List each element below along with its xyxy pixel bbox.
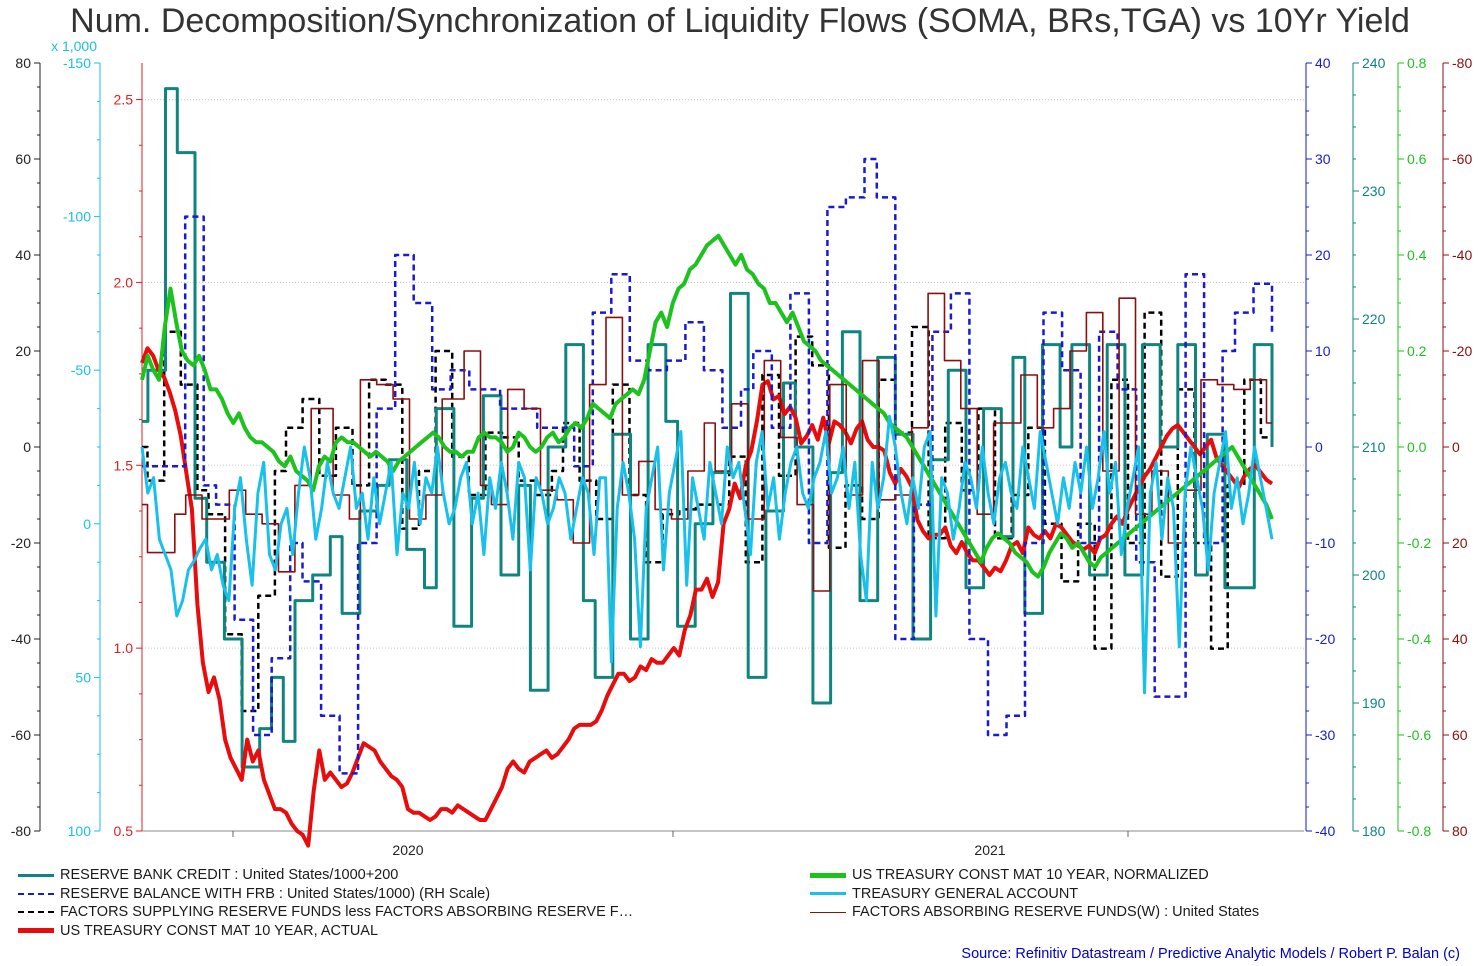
series-line-6 (142, 292, 1272, 592)
tick-label: -0.6 (1407, 727, 1431, 743)
legend-swatch (810, 892, 846, 896)
tick-label: 0.6 (1407, 151, 1427, 167)
legend-label: FACTORS ABSORBING RESERVE FUNDS(W) : Uni… (852, 904, 1260, 921)
tick-label: 2.5 (114, 92, 134, 108)
tick-label: 1.5 (114, 457, 134, 473)
tick-label: 0.4 (1407, 247, 1427, 263)
tick-label: 0.0 (1407, 439, 1427, 455)
tick-label: 40 (15, 247, 31, 263)
tick-label: 20 (1452, 535, 1468, 551)
tick-label: -100 (63, 209, 91, 225)
tick-label: -10 (1315, 535, 1335, 551)
legend-swatch (810, 911, 846, 913)
tick-label: -60 (1452, 151, 1472, 167)
legend-item: TREASURY GENERAL ACCOUNT (810, 885, 1259, 904)
tick-label: -0.8 (1407, 823, 1431, 839)
tick-label: -40 (1315, 823, 1335, 839)
legend-label: FACTORS SUPPLYING RESERVE FUNDS less FAC… (60, 904, 634, 921)
tick-label: 1.0 (114, 640, 134, 656)
tick-label: 80 (15, 55, 31, 71)
tick-label: 0 (1315, 439, 1323, 455)
legend-item: US TREASURY CONST MAT 10 YEAR, ACTUAL (18, 922, 633, 941)
tick-label: 0.5 (114, 823, 134, 839)
legend-label: TREASURY GENERAL ACCOUNT (852, 885, 1079, 902)
legend-item: RESERVE BANK CREDIT : United States/1000… (18, 866, 633, 885)
tick-label: -80 (11, 823, 31, 839)
tick-label: 40 (1452, 631, 1468, 647)
legend-label: US TREASURY CONST MAT 10 YEAR, NORMALIZE… (852, 867, 1209, 884)
tick-label: -80 (1452, 55, 1472, 71)
legend-label: RESERVE BALANCE WITH FRB : United States… (60, 885, 491, 902)
plot-area (142, 63, 1304, 831)
tick-label: 60 (1452, 727, 1468, 743)
legend-item: FACTORS ABSORBING RESERVE FUNDS(W) : Uni… (810, 903, 1259, 922)
tick-label: -20 (11, 535, 31, 551)
tick-label: 2.0 (114, 274, 134, 290)
legend-right: US TREASURY CONST MAT 10 YEAR, NORMALIZE… (810, 866, 1259, 922)
tick-label: 40 (1315, 55, 1331, 71)
legend-label: US TREASURY CONST MAT 10 YEAR, ACTUAL (60, 922, 379, 939)
tick-label: -20 (1452, 343, 1472, 359)
tick-label: -60 (11, 727, 31, 743)
x-tick-label: 2020 (392, 842, 423, 858)
tick-label: 0.2 (1407, 343, 1427, 359)
legend-item: US TREASURY CONST MAT 10 YEAR, NORMALIZE… (810, 866, 1259, 885)
tick-label: 0 (83, 516, 91, 532)
tick-label: -30 (1315, 727, 1335, 743)
tick-label: -150 (63, 55, 91, 71)
legend-item: FACTORS SUPPLYING RESERVE FUNDS less FAC… (18, 903, 633, 922)
series-line-4 (140, 233, 1274, 579)
tick-label: 190 (1362, 695, 1386, 711)
source-credit: Source: Refinitiv Datastream / Predictiv… (961, 946, 1460, 962)
tick-label: 0.8 (1407, 55, 1427, 71)
tick-label: -0.4 (1407, 631, 1431, 647)
tick-label: 0 (23, 439, 31, 455)
tick-label: 180 (1362, 823, 1386, 839)
tick-label: 230 (1362, 183, 1386, 199)
legend-swatch (18, 911, 54, 914)
legend-label: RESERVE BANK CREDIT : United States/1000… (60, 867, 399, 884)
tick-label: -40 (1452, 247, 1472, 263)
tick-label: 20 (15, 343, 31, 359)
tick-label: 30 (1315, 151, 1331, 167)
tick-label: -0.2 (1407, 535, 1431, 551)
tick-label: -50 (71, 362, 91, 378)
tick-label: 200 (1362, 567, 1386, 583)
tick-label: 220 (1362, 311, 1386, 327)
tick-label: 20 (1315, 247, 1331, 263)
series-line-1 (142, 157, 1274, 775)
chart-title: Num. Decomposition/Synchronization of Li… (70, 2, 1410, 40)
legend-left: RESERVE BANK CREDIT : United States/1000… (18, 866, 633, 940)
tick-label: 100 (68, 823, 92, 839)
tick-label: -20 (1315, 631, 1335, 647)
tick-label: 10 (1315, 343, 1331, 359)
legend-swatch (18, 873, 54, 877)
x-tick-label: 2021 (974, 842, 1005, 858)
axis-unit-label: x 1,000 (51, 38, 97, 54)
legend-item: RESERVE BALANCE WITH FRB : United States… (18, 885, 633, 904)
tick-label: 60 (15, 151, 31, 167)
series-line-5 (140, 414, 1274, 695)
legend-swatch (810, 872, 846, 878)
tick-label: 0 (1452, 439, 1460, 455)
tick-label: -40 (11, 631, 31, 647)
tick-label: 80 (1452, 823, 1468, 839)
legend-swatch (18, 928, 54, 934)
tick-label: 240 (1362, 55, 1386, 71)
legend-swatch (18, 892, 54, 895)
tick-label: 210 (1362, 439, 1386, 455)
tick-label: 50 (75, 669, 91, 685)
